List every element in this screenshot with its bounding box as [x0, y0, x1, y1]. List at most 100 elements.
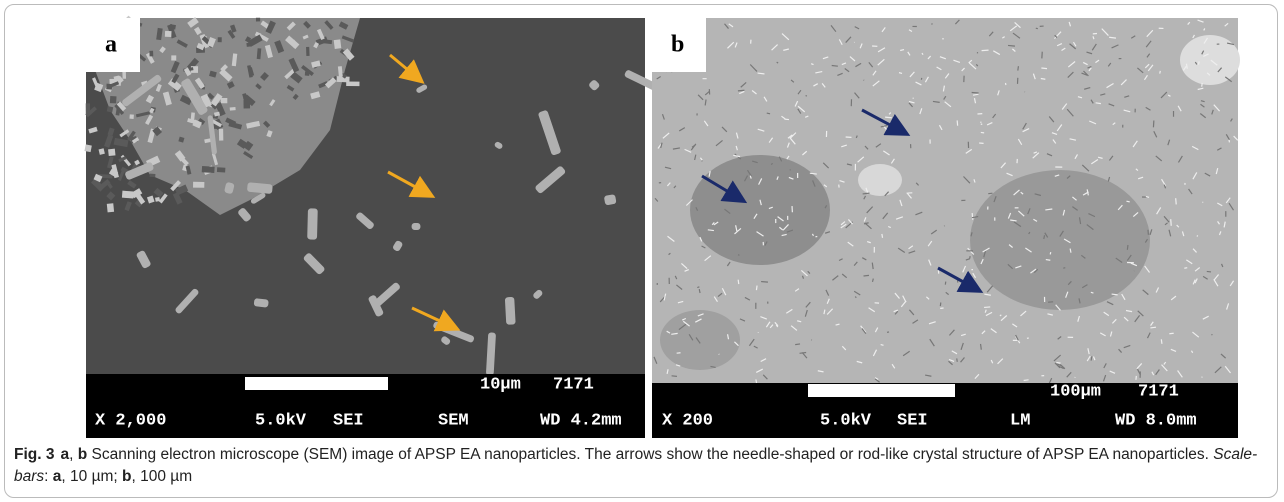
mode: LM	[1010, 411, 1030, 430]
texture	[221, 98, 228, 103]
figure: 10µm7171X 2,0005.0kVSEISEMWD 4.2mma100µm…	[0, 0, 1284, 440]
texture	[107, 203, 114, 212]
texture	[129, 114, 133, 119]
texture	[150, 174, 156, 178]
texture	[984, 307, 990, 308]
detector: SEI	[897, 411, 928, 430]
texture	[106, 84, 112, 90]
texture	[1036, 28, 1038, 29]
texture	[795, 344, 800, 345]
texture	[305, 71, 310, 76]
texture	[705, 99, 706, 105]
sem-image-a	[84, 16, 663, 376]
texture	[1044, 235, 1045, 239]
texture	[334, 39, 342, 49]
texture	[171, 55, 176, 60]
texture	[758, 73, 765, 74]
image-code: 7171	[1138, 382, 1179, 401]
texture	[872, 279, 873, 282]
texture	[1050, 252, 1051, 254]
texture	[108, 149, 115, 156]
texture	[882, 234, 883, 238]
texture	[1161, 339, 1162, 343]
mode: SEM	[438, 411, 469, 430]
scale-bar	[808, 384, 955, 397]
texture	[1127, 245, 1128, 250]
texture	[219, 129, 223, 141]
texture	[1096, 103, 1101, 104]
texture	[777, 62, 778, 63]
detector: SEI	[333, 411, 364, 430]
texture	[149, 51, 153, 57]
texture	[1070, 249, 1071, 253]
texture	[957, 358, 958, 361]
caption-segment: b	[122, 468, 131, 485]
texture	[863, 193, 870, 194]
texture	[855, 297, 856, 298]
texture	[738, 90, 745, 91]
texture	[1150, 327, 1156, 328]
texture	[110, 96, 117, 103]
sem-image-b	[652, 18, 1240, 385]
caption-segment: , 10 µm;	[61, 468, 122, 485]
texture	[972, 213, 973, 220]
texture	[738, 255, 739, 256]
texture	[1008, 45, 1015, 46]
texture	[193, 182, 204, 188]
texture	[981, 344, 982, 350]
texture	[1176, 198, 1177, 204]
texture	[1056, 363, 1060, 364]
panel-label: b	[671, 32, 684, 58]
texture	[932, 23, 933, 24]
magnification: X 2,000	[95, 411, 166, 430]
texture	[1091, 292, 1094, 293]
texture	[1046, 260, 1051, 261]
texture	[243, 100, 250, 109]
caption-segment: Fig. 3	[14, 446, 54, 463]
texture	[863, 275, 868, 276]
working-distance: WD 8.0mm	[1115, 411, 1197, 430]
texture	[256, 18, 260, 22]
texture	[307, 208, 318, 239]
scale-label: 10µm	[480, 375, 521, 394]
caption-segment: ,	[69, 446, 78, 463]
texture	[1126, 201, 1129, 202]
texture	[202, 166, 215, 173]
texture	[800, 352, 807, 353]
working-distance: WD 4.2mm	[540, 411, 622, 430]
texture	[1171, 219, 1172, 226]
texture	[708, 230, 714, 231]
texture	[1160, 71, 1161, 74]
texture	[346, 82, 359, 87]
texture	[230, 107, 236, 111]
magnification: X 200	[662, 411, 713, 430]
texture	[306, 47, 310, 56]
texture	[881, 345, 884, 346]
texture	[972, 92, 979, 93]
page: 10µm7171X 2,0005.0kVSEISEMWD 4.2mma100µm…	[0, 0, 1284, 502]
caption-segment: b	[78, 446, 87, 463]
scale-label: 100µm	[1050, 382, 1101, 401]
texture	[1212, 334, 1213, 335]
texture	[697, 287, 699, 288]
texture	[1091, 356, 1092, 360]
texture	[1024, 380, 1029, 381]
texture	[885, 117, 892, 118]
texture	[165, 31, 172, 37]
texture	[217, 167, 225, 172]
texture	[767, 113, 770, 114]
texture	[1202, 83, 1203, 87]
caption-segment: :	[44, 468, 53, 485]
texture	[254, 298, 269, 308]
texture	[699, 289, 700, 293]
caption: Fig. 3a, b Scanning electron microscope …	[14, 444, 1264, 488]
texture	[856, 136, 857, 138]
texture	[218, 37, 222, 42]
texture	[899, 73, 902, 74]
texture	[811, 64, 813, 65]
texture	[1186, 64, 1187, 69]
voltage: 5.0kV	[820, 411, 872, 430]
texture	[761, 282, 768, 283]
texture	[756, 286, 757, 291]
texture	[832, 66, 838, 67]
